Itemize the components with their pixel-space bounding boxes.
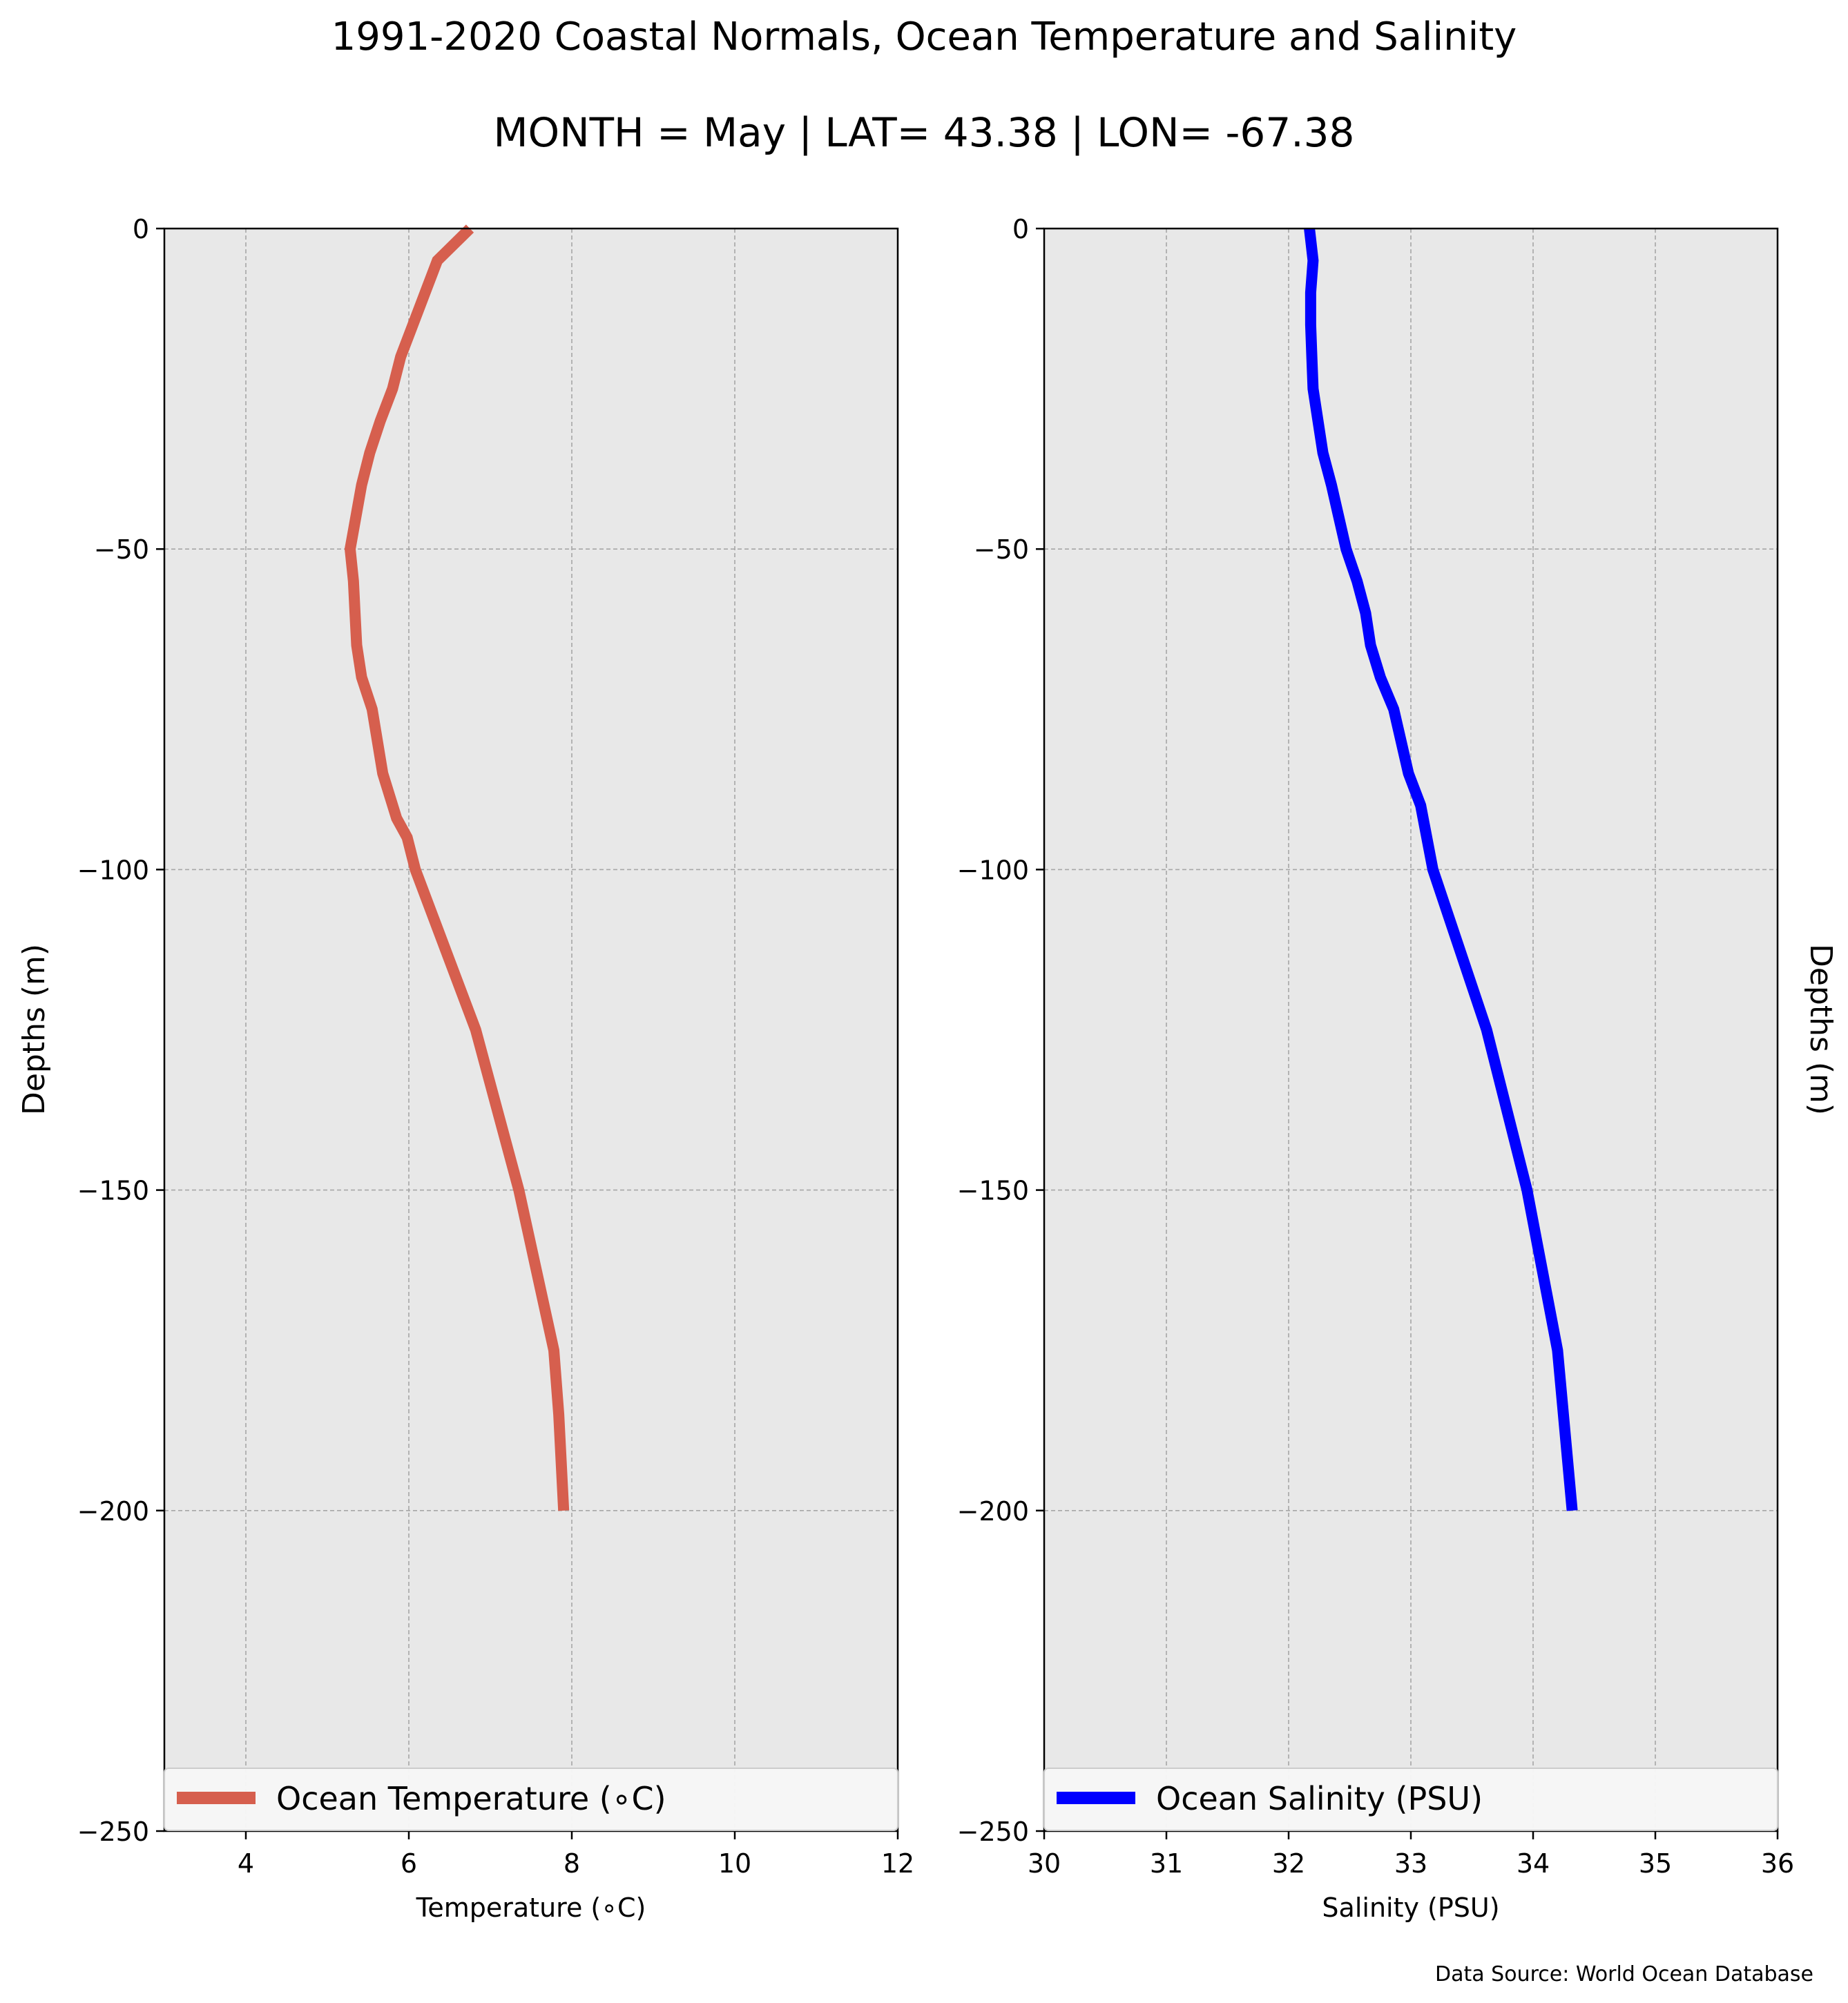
x-tick-label: 6 (401, 1848, 417, 1879)
x-axis-label-temperature: Temperature (∘C) (416, 1893, 646, 1923)
x-tick-label: 8 (564, 1848, 580, 1879)
legend-label-temperature: Ocean Temperature (∘C) (276, 1780, 666, 1817)
legend-box (1043, 1768, 1778, 1831)
y-tick-label: −150 (957, 1176, 1029, 1206)
y-tick-label: −150 (77, 1176, 149, 1206)
axis-ticks: 30 31 32 33 34 35 36 0 −50 −100 −150 −200 −250 (957, 214, 1795, 1879)
chart-title: 1991-2020 Coastal Normals, Ocean Tempera… (331, 14, 1517, 59)
y-tick-label: 0 (1012, 214, 1029, 244)
series-layer (344, 224, 570, 1511)
plot-background (164, 229, 898, 1831)
x-tick-label: 31 (1150, 1848, 1183, 1879)
series-layer (1304, 228, 1578, 1511)
chart-subtitle: MONTH = May | LAT= 43.38 | LON= -67.38 (494, 109, 1355, 156)
x-tick-label: 4 (238, 1848, 254, 1879)
temperature-panel: 4 6 8 10 12 0 −50 −100 −150 −200 −250 Ocean Temper… (17, 214, 914, 1923)
y-tick-label: −250 (77, 1817, 149, 1847)
series-line (344, 224, 570, 1511)
legend: Ocean Temperature (∘C) (164, 1768, 898, 1831)
x-tick-label: 36 (1761, 1848, 1794, 1879)
legend-label-salinity: Ocean Salinity (PSU) (1156, 1780, 1483, 1817)
legend-box (164, 1768, 898, 1831)
y-tick-label: 0 (133, 214, 149, 244)
x-tick-label: 32 (1272, 1848, 1305, 1879)
x-tick-label: 33 (1394, 1848, 1427, 1879)
axis-ticks: 4 6 8 10 12 0 −50 −100 −150 −200 −250 (77, 214, 915, 1879)
x-tick-label: 30 (1028, 1848, 1061, 1879)
y-tick-label: −100 (77, 855, 149, 885)
y-tick-label: −100 (957, 855, 1029, 885)
salinity-panel: 30 31 32 33 34 35 36 0 −50 −100 −150 −200 −250 Ocean… (957, 214, 1838, 1923)
y-tick-label: −50 (94, 534, 149, 565)
source-note: Data Source: World Ocean Database (1435, 1962, 1813, 1986)
x-tick-label: 34 (1517, 1848, 1550, 1879)
x-tick-label: 12 (881, 1848, 914, 1879)
y-axis-label-left: Depths (m) (17, 944, 52, 1115)
y-tick-label: −200 (957, 1496, 1029, 1527)
y-axis-label-right: Depths (m) (1803, 944, 1838, 1115)
y-tick-label: −200 (77, 1496, 149, 1527)
y-tick-label: −250 (957, 1817, 1029, 1847)
x-tick-label: 35 (1639, 1848, 1672, 1879)
x-tick-label: 10 (718, 1848, 751, 1879)
x-axis-label-salinity: Salinity (PSU) (1322, 1893, 1499, 1923)
y-tick-label: −50 (974, 534, 1029, 565)
legend: Ocean Salinity (PSU) (1043, 1768, 1778, 1831)
series-line (1304, 228, 1578, 1511)
